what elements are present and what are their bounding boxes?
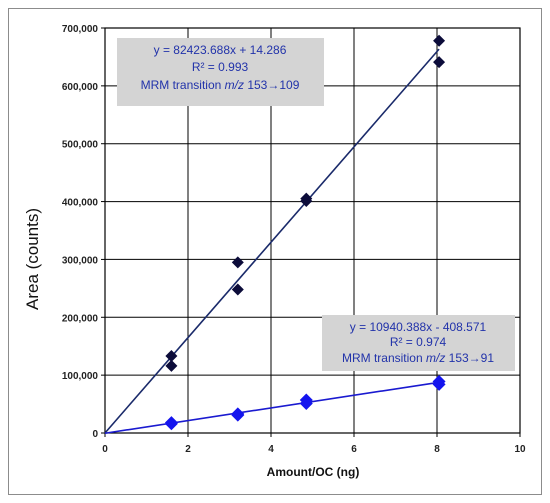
y-tick-label: 300,000: [62, 255, 99, 266]
equation-box-lower: y = 10940.388x - 408.571 R² = 0.974 MRM …: [322, 315, 515, 371]
y-axis-label: Area (counts): [23, 208, 42, 310]
equation-box-upper: y = 82423.688x + 14.286 R² = 0.993 MRM t…: [117, 38, 324, 106]
data-point-series-1: [231, 256, 244, 269]
axes-layer: [101, 27, 521, 437]
r-squared-lower: R² = 0.974: [390, 335, 447, 349]
x-tick-label: 10: [514, 444, 526, 455]
transition-upper: MRM transition m/z 153→109: [141, 78, 300, 92]
equation-lower: y = 10940.388x - 408.571: [350, 320, 487, 334]
transition-lower: MRM transition m/z 153→91: [342, 351, 494, 365]
x-tick-label: 0: [102, 444, 108, 455]
data-point-series-2: [164, 417, 178, 431]
y-tick-label: 500,000: [62, 140, 99, 151]
y-tick-label: 600,000: [62, 82, 99, 93]
data-point-series-1: [433, 56, 446, 69]
y-tick-label: 0: [92, 429, 98, 440]
y-tick-label: 100,000: [62, 371, 99, 382]
y-tick-label: 700,000: [62, 24, 99, 35]
data-point-series-1: [433, 34, 446, 47]
x-tick-label: 8: [434, 444, 440, 455]
data-point-series-2: [432, 377, 446, 391]
data-markers: [164, 34, 446, 431]
y-tick-label: 200,000: [62, 313, 99, 324]
tick-labels: 0 2 4 6 8 10 0 100,000 200,000 300,000 400,000 500,…: [62, 24, 526, 455]
data-point-series-1: [231, 283, 244, 296]
data-point-series-2: [231, 408, 245, 422]
fit-line-series-2: [104, 381, 440, 435]
x-axis-label: Amount/OC (ng): [267, 465, 360, 479]
equation-box-lower-bg: [322, 315, 515, 371]
data-point-series-2: [299, 396, 313, 410]
fit-lines: [104, 48, 440, 435]
data-point-series-1: [300, 194, 313, 207]
data-point-series-1: [165, 350, 178, 363]
x-tick-label: 6: [351, 444, 357, 455]
r-squared-upper: R² = 0.993: [192, 60, 249, 74]
data-point-series-1: [165, 359, 178, 372]
fit-line-series-1: [104, 48, 440, 434]
x-tick-label: 2: [185, 444, 191, 455]
y-tick-label: 400,000: [62, 198, 99, 209]
equation-box-upper-bg: [117, 38, 324, 106]
equation-upper: y = 82423.688x + 14.286: [154, 43, 287, 57]
x-tick-label: 4: [268, 444, 274, 455]
plot-area-border: [104, 27, 521, 434]
